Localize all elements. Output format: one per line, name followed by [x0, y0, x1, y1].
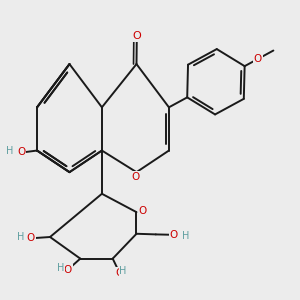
Text: O: O [17, 147, 26, 158]
Text: H: H [6, 146, 13, 156]
Text: H: H [17, 232, 24, 242]
Text: O: O [138, 206, 147, 216]
Text: O: O [64, 265, 72, 275]
Text: O: O [254, 54, 262, 64]
Text: H: H [119, 266, 127, 276]
Text: O: O [132, 31, 141, 41]
Text: O: O [169, 230, 178, 240]
Text: O: O [27, 233, 35, 243]
Text: H: H [182, 231, 189, 241]
Text: O: O [115, 268, 124, 278]
Text: H: H [57, 263, 64, 273]
Text: O: O [131, 172, 139, 182]
